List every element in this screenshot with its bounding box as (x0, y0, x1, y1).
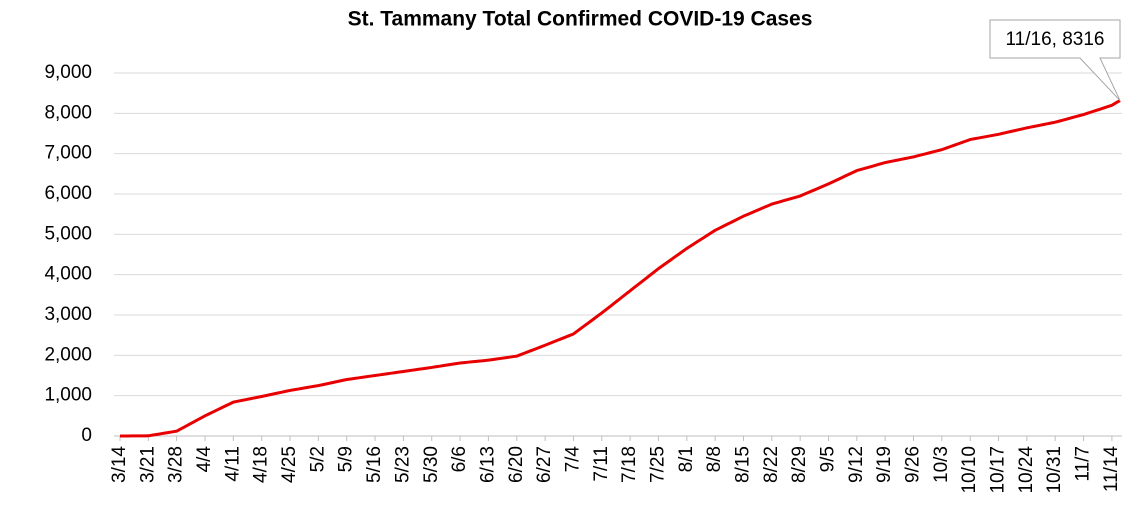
x-tick-label: 4/18 (251, 446, 272, 483)
x-tick-label: 4/4 (194, 446, 215, 473)
x-tick-label: 6/13 (477, 446, 498, 483)
y-tick-label: 5,000 (44, 223, 92, 244)
y-tick-label: 2,000 (44, 344, 92, 365)
x-tick-label: 4/25 (279, 446, 300, 483)
x-tick-label: 8/15 (732, 446, 753, 483)
x-tick-label: 9/26 (903, 446, 924, 483)
y-tick-label: 4,000 (44, 264, 92, 285)
x-tick-label: 5/9 (336, 446, 357, 472)
y-tick-label: 1,000 (44, 385, 92, 406)
y-tick-label: 6,000 (44, 183, 92, 204)
x-tick-label: 6/20 (506, 446, 527, 483)
x-tick-label: 3/14 (109, 446, 130, 483)
x-tick-label: 7/18 (619, 446, 640, 483)
x-tick-label: 3/21 (137, 446, 158, 483)
x-tick-label: 6/6 (449, 446, 470, 472)
x-tick-label: 11/14 (1101, 446, 1122, 493)
callout-box (989, 19, 1121, 101)
x-tick-label: 8/29 (789, 446, 810, 483)
y-tick-label: 7,000 (44, 143, 92, 164)
x-tick-label: 7/25 (647, 446, 668, 483)
x-tick-label: 10/31 (1044, 446, 1065, 494)
x-tick-label: 7/4 (562, 446, 583, 473)
y-tick-label: 9,000 (44, 62, 92, 83)
x-tick-label: 9/19 (874, 446, 895, 483)
x-tick-label: 9/12 (846, 446, 867, 483)
x-tick-label: 10/24 (1016, 446, 1037, 494)
x-tick-label: 9/5 (818, 446, 839, 472)
y-tick-label: 3,000 (44, 304, 92, 325)
x-tick-label: 10/17 (988, 446, 1009, 494)
annotation: 11/16, 8316 (1006, 29, 1105, 50)
x-tick-label: 8/1 (676, 446, 697, 472)
x-tick-label: 8/8 (704, 446, 725, 472)
x-tick-label: 5/2 (307, 446, 328, 472)
x-tick-label: 10/3 (931, 446, 952, 483)
y-tick-label: 0 (81, 425, 92, 446)
x-tick-label: 6/27 (534, 446, 555, 483)
x-tick-label: 5/16 (364, 446, 385, 483)
x-tick-label: 7/11 (591, 446, 612, 482)
y-tick-label: 8,000 (44, 102, 92, 123)
x-tick-label: 10/10 (959, 446, 980, 494)
line (120, 99, 1121, 438)
x-tick-label: 5/23 (392, 446, 413, 483)
x-tick-label: 5/30 (421, 446, 442, 483)
x-tick-label: 4/11 (222, 446, 243, 482)
x-tick-label: 8/22 (761, 446, 782, 483)
chart-title: St. Tammany Total Confirmed COVID-19 Cas… (348, 8, 813, 31)
x-tick-label: 11/7 (1073, 446, 1094, 482)
x-tick-label: 3/28 (166, 446, 187, 483)
